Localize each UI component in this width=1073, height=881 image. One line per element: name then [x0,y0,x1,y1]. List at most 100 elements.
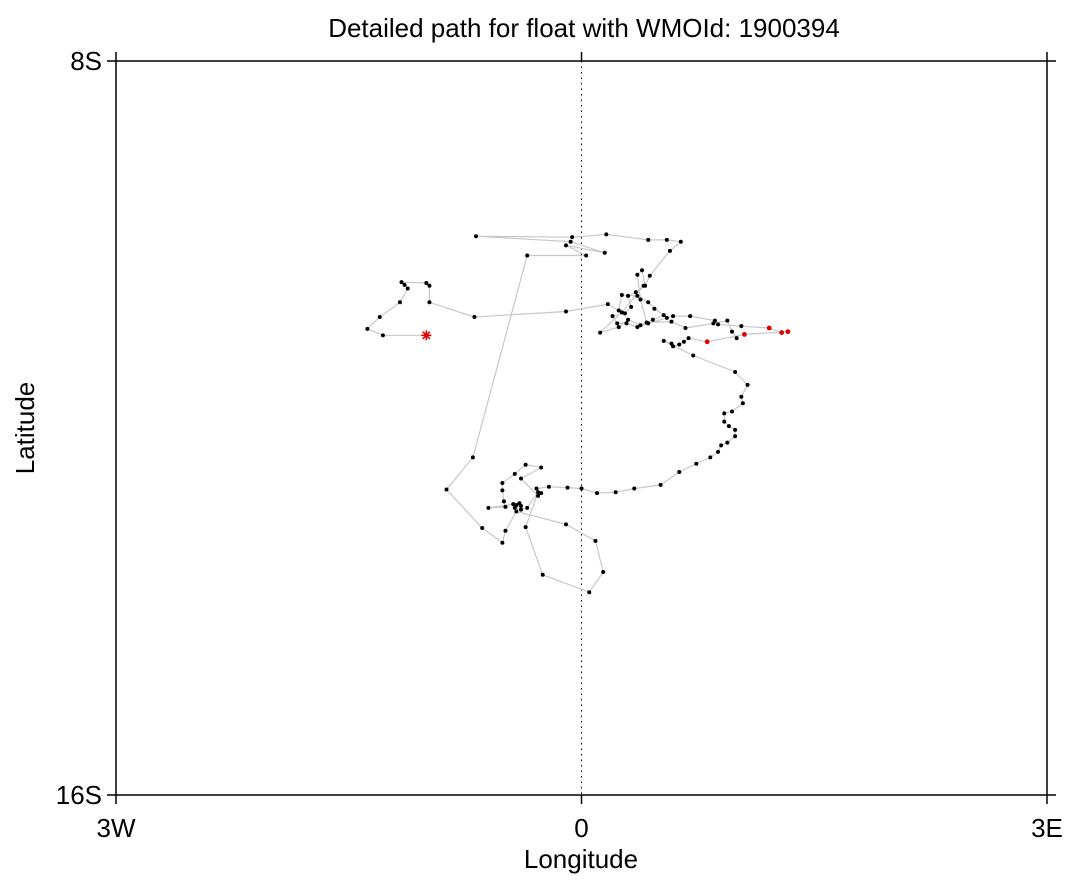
profile-point [726,424,731,429]
profile-point [733,427,738,432]
profile-point [512,471,517,476]
profile-point [570,235,575,240]
profile-point [399,280,404,285]
profile-point [540,572,545,577]
profile-point [733,434,738,439]
profile-point [593,538,598,543]
profile-point [473,234,478,239]
profile-point [671,314,676,319]
profile-point [632,486,637,491]
profile-point [638,297,643,302]
profile-point [536,493,541,498]
profile-point [444,487,449,492]
recent-profile-point [742,332,747,337]
profile-point [377,314,382,319]
profile-point [650,317,655,322]
profile-point [669,341,674,346]
profile-point [604,232,609,237]
profile-point [563,243,568,248]
chart-title: Detailed path for float with WMOId: 1900… [328,13,840,43]
profile-point [525,253,530,258]
profile-point [563,309,568,314]
profile-point [722,411,727,416]
profile-point [730,329,735,334]
recent-profile-point [704,339,710,345]
x-axis: 3W 0 3E [97,52,1063,843]
profile-point [546,484,551,489]
profile-point [646,237,651,242]
profile-point [643,283,648,288]
profile-point [486,505,491,510]
profile-point [626,317,631,322]
profile-point [725,440,730,445]
recent-profile-point [779,330,785,335]
profile-point [500,540,505,545]
profile-point [595,491,600,496]
profile-point [635,272,640,277]
profile-point [523,462,528,467]
profile-point [686,336,691,341]
profile-point [397,300,402,305]
profile-point [619,292,624,297]
y-axis: 8S 16S [56,46,1056,810]
profile-point [565,485,570,490]
profile-point [500,481,505,486]
profile-point [503,528,508,533]
y-tick-label: 8S [70,46,102,76]
profile-point [539,491,544,496]
profile-point [708,455,713,460]
profile-point [711,321,716,326]
profile-point [525,505,530,510]
deployment-marker-stroke [422,331,431,340]
profile-point [745,382,750,387]
profile-point [579,486,584,491]
profile-point [500,488,505,493]
profile-point [740,401,745,406]
profile-point [587,590,592,595]
profile-point [511,502,516,507]
profile-point [619,310,624,315]
profile-point [661,338,666,343]
profile-point [661,313,666,318]
profile-point [739,324,744,329]
profile-point [601,570,606,575]
profile-point [534,486,539,491]
profile-point [365,326,370,331]
profile-point [405,286,410,291]
profile-point [658,482,663,487]
profile-point [694,461,699,466]
profile-point [472,314,477,319]
profile-point [681,339,686,344]
profile-point [638,323,643,328]
profile-point [470,455,475,460]
profile-point [598,330,603,335]
profile-point [610,314,615,319]
profile-point [669,319,674,324]
profile-point [427,283,432,288]
profile-point [539,465,544,470]
profile-point [602,250,607,255]
profile-point [722,419,727,424]
profile-point [688,314,693,319]
profile-point [512,505,517,510]
profile-point [622,311,627,316]
profile-point [523,525,528,530]
profile-point [518,503,523,508]
profile-point [424,281,429,286]
profile-point [716,322,721,327]
profile-point [480,526,485,531]
x-tick-label: 3E [1031,813,1063,843]
profile-point [616,325,621,330]
profile-point [518,507,523,512]
profile-point [563,522,568,527]
profile-point [380,333,385,338]
profile-point [518,476,523,481]
profile-point [536,490,541,495]
profile-point [719,443,724,448]
x-axis-label: Longitude [524,844,638,874]
point-layer [365,232,791,595]
deployment-marker [421,330,432,341]
profile-point [615,321,620,326]
profile-point [734,336,739,341]
profile-point [635,293,640,298]
